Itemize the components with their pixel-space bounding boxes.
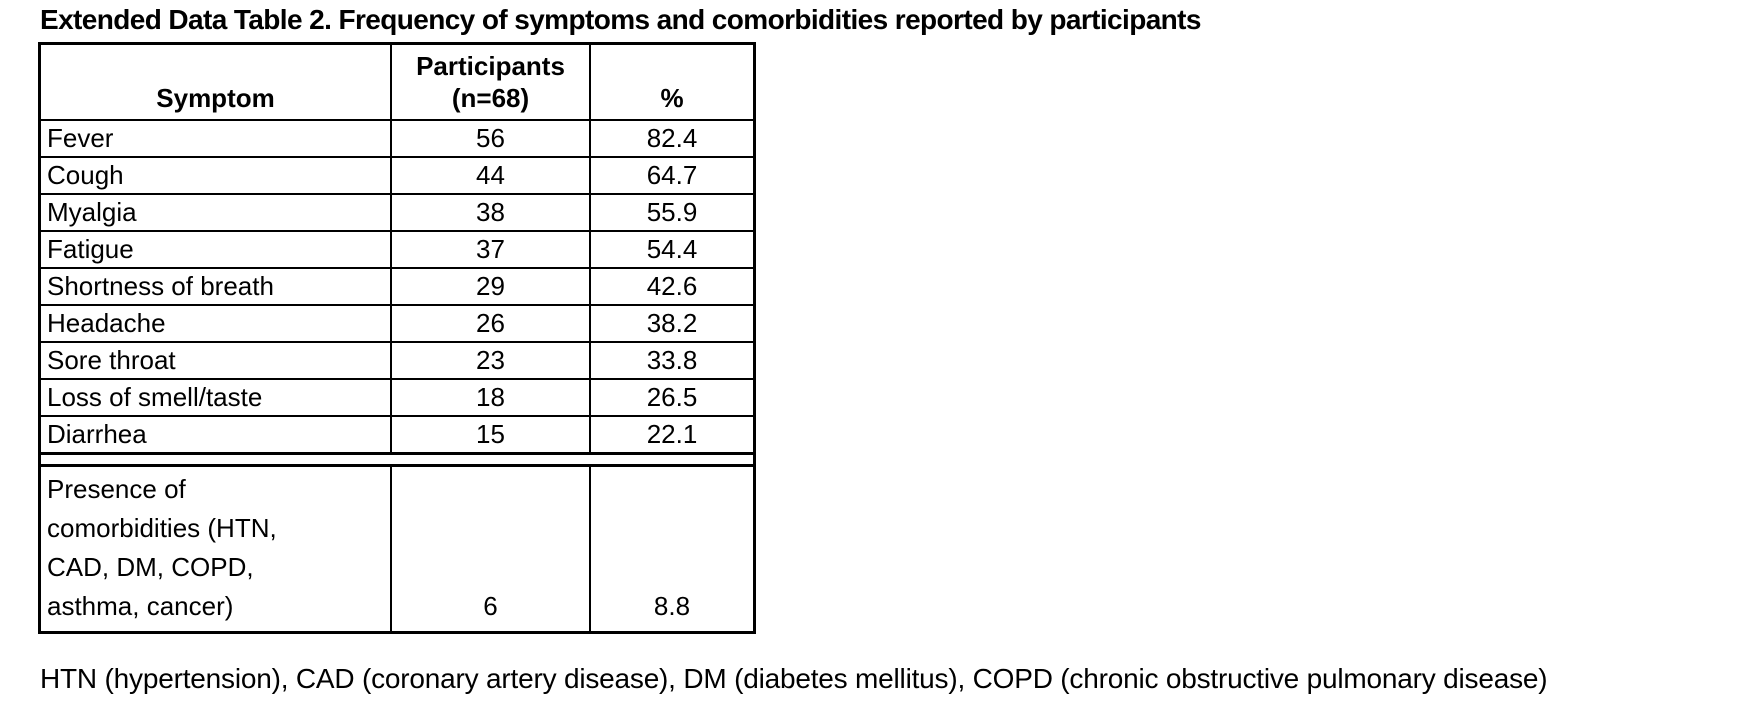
comorbidities-percent-cell: 8.8	[589, 467, 753, 631]
symptom-cell: Loss of smell/taste	[41, 378, 392, 417]
abbreviations-footnote: HTN (hypertension), CAD (coronary artery…	[40, 663, 1548, 694]
header-participants: Participants (n=68)	[390, 45, 591, 121]
percent-cell: 54.4	[589, 230, 753, 269]
percent-cell: 82.4	[589, 119, 753, 158]
comorbidities-table-section: Presence of comorbidities (HTN, CAD, DM,…	[41, 467, 753, 631]
comorbidities-row: Presence of comorbidities (HTN, CAD, DM,…	[41, 467, 753, 631]
section-divider-double-rule	[41, 452, 753, 467]
table-row: Loss of smell/taste 18 26.5	[41, 378, 753, 417]
percent-cell: 55.9	[589, 193, 753, 232]
table-row: Sore throat 23 33.8	[41, 341, 753, 380]
percent-cell: 64.7	[589, 156, 753, 195]
table-row: Cough 44 64.7	[41, 156, 753, 195]
symptom-cell: Sore throat	[41, 341, 392, 380]
participants-cell: 18	[390, 378, 591, 417]
symptoms-table-main: Symptom Participants (n=68) % Fever 56 8…	[41, 45, 753, 452]
symptom-cell: Fatigue	[41, 230, 392, 269]
table-row: Myalgia 38 55.9	[41, 193, 753, 232]
symptom-cell: Myalgia	[41, 193, 392, 232]
participants-cell: 29	[390, 267, 591, 306]
comorbidities-label-cell: Presence of comorbidities (HTN, CAD, DM,…	[41, 467, 392, 631]
participants-cell: 23	[390, 341, 591, 380]
percent-cell: 38.2	[589, 304, 753, 343]
participants-cell: 56	[390, 119, 591, 158]
table-row: Headache 26 38.2	[41, 304, 753, 343]
table-title: Extended Data Table 2. Frequency of symp…	[40, 4, 1201, 35]
header-percent: %	[589, 45, 753, 121]
table-row: Fatigue 37 54.4	[41, 230, 753, 269]
table-row: Fever 56 82.4	[41, 119, 753, 158]
symptom-cell: Shortness of breath	[41, 267, 392, 306]
table-row: Diarrhea 15 22.1	[41, 415, 753, 452]
participants-cell: 44	[390, 156, 591, 195]
header-symptom: Symptom	[41, 45, 392, 121]
table-row: Shortness of breath 29 42.6	[41, 267, 753, 306]
participants-cell: 38	[390, 193, 591, 232]
symptom-cell: Fever	[41, 119, 392, 158]
participants-cell: 26	[390, 304, 591, 343]
participants-cell: 37	[390, 230, 591, 269]
percent-cell: 42.6	[589, 267, 753, 306]
symptom-cell: Diarrhea	[41, 415, 392, 452]
percent-cell: 22.1	[589, 415, 753, 452]
symptom-cell: Headache	[41, 304, 392, 343]
participants-cell: 15	[390, 415, 591, 452]
symptom-cell: Cough	[41, 156, 392, 195]
percent-cell: 33.8	[589, 341, 753, 380]
symptoms-table: Symptom Participants (n=68) % Fever 56 8…	[38, 42, 756, 634]
percent-cell: 26.5	[589, 378, 753, 417]
table-header-row: Symptom Participants (n=68) %	[41, 45, 753, 121]
comorbidities-participants-cell: 6	[390, 467, 591, 631]
